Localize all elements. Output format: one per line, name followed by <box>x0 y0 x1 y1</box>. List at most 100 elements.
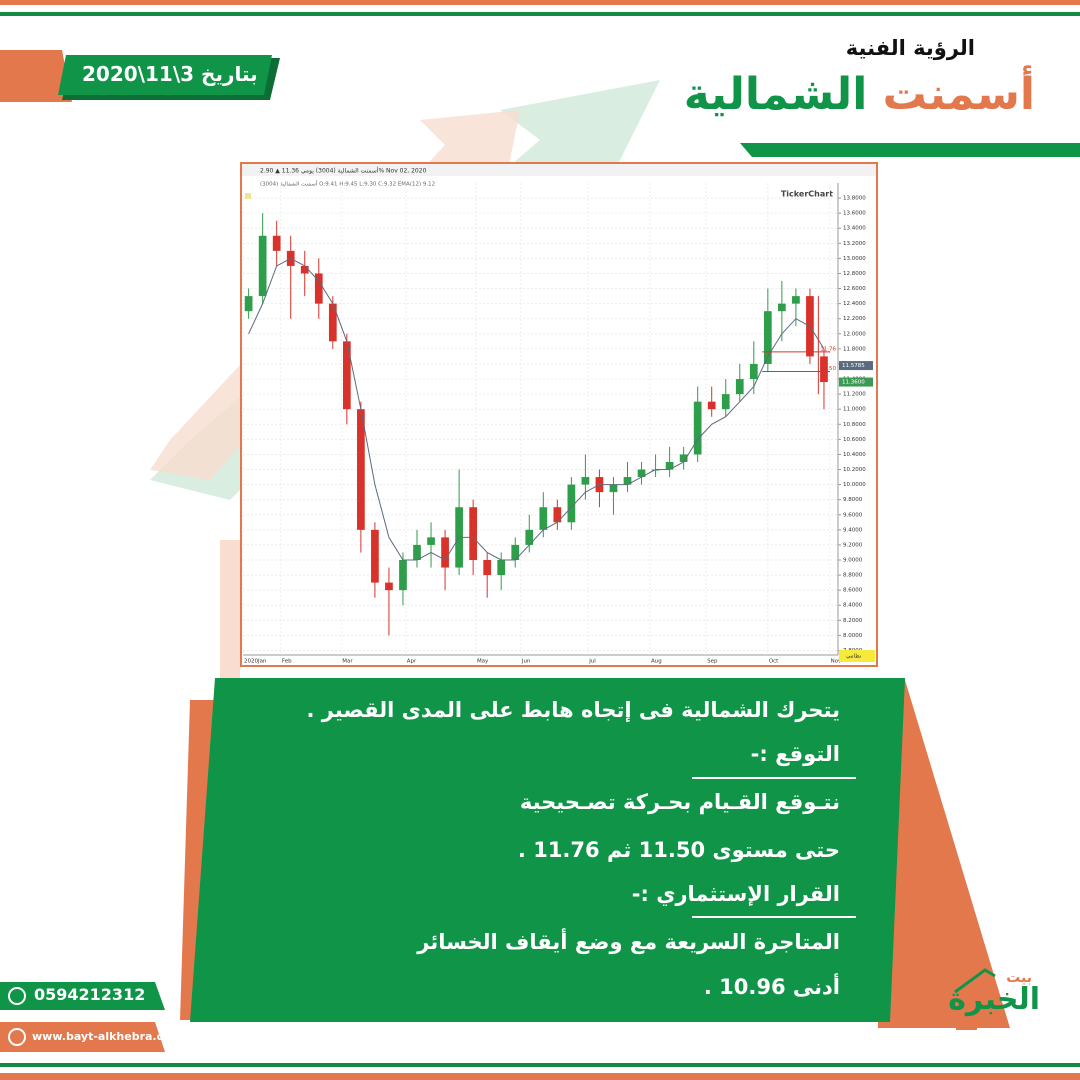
candle-body <box>721 394 730 410</box>
subtitle: الرؤية الفنية <box>845 36 975 60</box>
candle-body <box>328 303 337 342</box>
text-panel <box>190 678 905 1022</box>
y-tick-label: 8.6000 <box>843 588 863 594</box>
title-part: أسمنت <box>882 69 1035 120</box>
panel-line: يتحرك الشمالية فى إتجاه هابط على المدى ا… <box>306 698 840 722</box>
panel-line: أدنى 10.96 . <box>703 975 840 999</box>
candle-body <box>820 356 828 383</box>
candle-body <box>763 311 772 364</box>
market-tag: نظامي <box>846 654 862 660</box>
candle-body <box>483 559 492 576</box>
candle-body <box>792 296 800 304</box>
deco-bar <box>220 540 240 680</box>
panel-shape <box>878 680 1010 1028</box>
candle-body <box>581 477 590 485</box>
y-tick-label: 11.2000 <box>843 392 866 398</box>
x-tick-label: Jun <box>521 659 531 665</box>
candle-body <box>749 363 758 380</box>
x-tick-label: Nov <box>831 659 842 665</box>
y-tick-label: 8.2000 <box>843 618 863 624</box>
x-tick-label: Mar <box>342 659 353 665</box>
candle-body <box>371 529 379 583</box>
y-tick-label: 9.2000 <box>843 542 863 548</box>
y-tick-label: 10.8000 <box>843 422 866 428</box>
y-tick-label: 13.6000 <box>843 211 866 217</box>
x-tick-label: Oct <box>769 659 779 665</box>
candle-body <box>469 507 478 560</box>
candle-body <box>539 507 548 530</box>
panel-line: نتـوقع القـيام بحـركة تصـحيحية <box>519 790 840 814</box>
title-underline <box>740 143 1080 157</box>
ema-line <box>248 257 825 561</box>
candle-body <box>272 235 281 251</box>
y-tick-label: 12.6000 <box>843 286 866 292</box>
logo-top: بيت <box>1006 970 1032 986</box>
y-tick-label: 8.4000 <box>843 603 863 609</box>
candle-body <box>385 582 393 591</box>
candle-body <box>623 477 632 485</box>
candle-body <box>679 454 688 462</box>
candle-body <box>497 559 506 576</box>
logo-arrow <box>954 968 996 994</box>
info-line: أسمنت الشمالية (3004) يومي 11.36 ▲ 2.90%… <box>260 167 427 175</box>
x-tick-label: 2020Jan <box>244 659 267 665</box>
y-tick-label: 12.8000 <box>843 271 866 277</box>
candle-body <box>441 537 449 568</box>
panel-line: القرار الإستثماري :- <box>631 882 840 906</box>
x-tick-label: Feb <box>282 659 292 665</box>
level-label: 11.76 <box>820 346 836 352</box>
logo-house <box>956 1000 977 1030</box>
candle-body <box>300 265 309 274</box>
website-bar <box>0 1022 165 1052</box>
date-shape <box>0 50 72 102</box>
market-tag-bg <box>839 650 875 662</box>
candle-body <box>567 484 576 523</box>
x-tick-label: May <box>477 659 489 665</box>
x-tick-label: Aug <box>651 659 662 665</box>
ohlc-line: (3004) أسمنت الشمالية O:9.41 H:9.45 L:9.… <box>260 180 435 188</box>
y-tick-label: 12.4000 <box>843 301 866 307</box>
candle-body <box>314 273 323 304</box>
x-tick-label: Sep <box>707 659 718 665</box>
watermark: TickerChart <box>781 190 833 199</box>
candle-body <box>693 401 702 455</box>
panel-line: حتى مستوى 11.50 ثم 11.76 . <box>517 838 840 862</box>
top-stripe <box>0 12 1080 16</box>
axis-tag-label: 11.3600 <box>842 380 865 386</box>
y-tick-label: 13.4000 <box>843 226 866 232</box>
candle-body <box>553 507 562 523</box>
candle-body <box>778 303 786 312</box>
candle-body <box>511 544 520 560</box>
candle-body <box>399 559 407 591</box>
candle-body <box>665 461 674 470</box>
y-tick-label: 10.4000 <box>843 452 866 458</box>
y-tick-label: 11.0000 <box>843 407 866 413</box>
y-tick-label: 12.2000 <box>843 316 866 322</box>
candle-body <box>707 401 716 410</box>
y-tick-label: 8.8000 <box>843 573 863 579</box>
whatsapp-icon <box>8 987 26 1005</box>
date-banner <box>58 55 272 95</box>
y-tick-label: 13.2000 <box>843 241 866 247</box>
title-part: الشمالية <box>683 69 868 120</box>
bottom-stripe <box>0 1073 1080 1080</box>
date: بتاريخ 3\11\2020 <box>82 62 258 86</box>
candle-body <box>357 409 365 530</box>
candle-body <box>413 544 421 560</box>
y-tick-label: 13.0000 <box>843 256 866 262</box>
candle-body <box>609 484 618 493</box>
bottom-stripe <box>0 1063 1080 1067</box>
top-stripe <box>0 0 1080 5</box>
candle-body <box>427 537 435 545</box>
y-tick-label: 12.0000 <box>843 331 866 337</box>
y-tick-label: 9.0000 <box>843 557 863 563</box>
x-tick-label: Jul <box>588 659 596 665</box>
y-tick-label: 11.8000 <box>843 346 866 352</box>
y-tick-label: 10.6000 <box>843 437 866 443</box>
axis-tag-label: 11.5785 <box>842 363 865 369</box>
y-tick-label: 10.0000 <box>843 482 866 488</box>
website: www.bayt-alkhebra.org <box>32 1030 178 1043</box>
icon <box>245 193 251 199</box>
chart-header <box>242 164 876 176</box>
